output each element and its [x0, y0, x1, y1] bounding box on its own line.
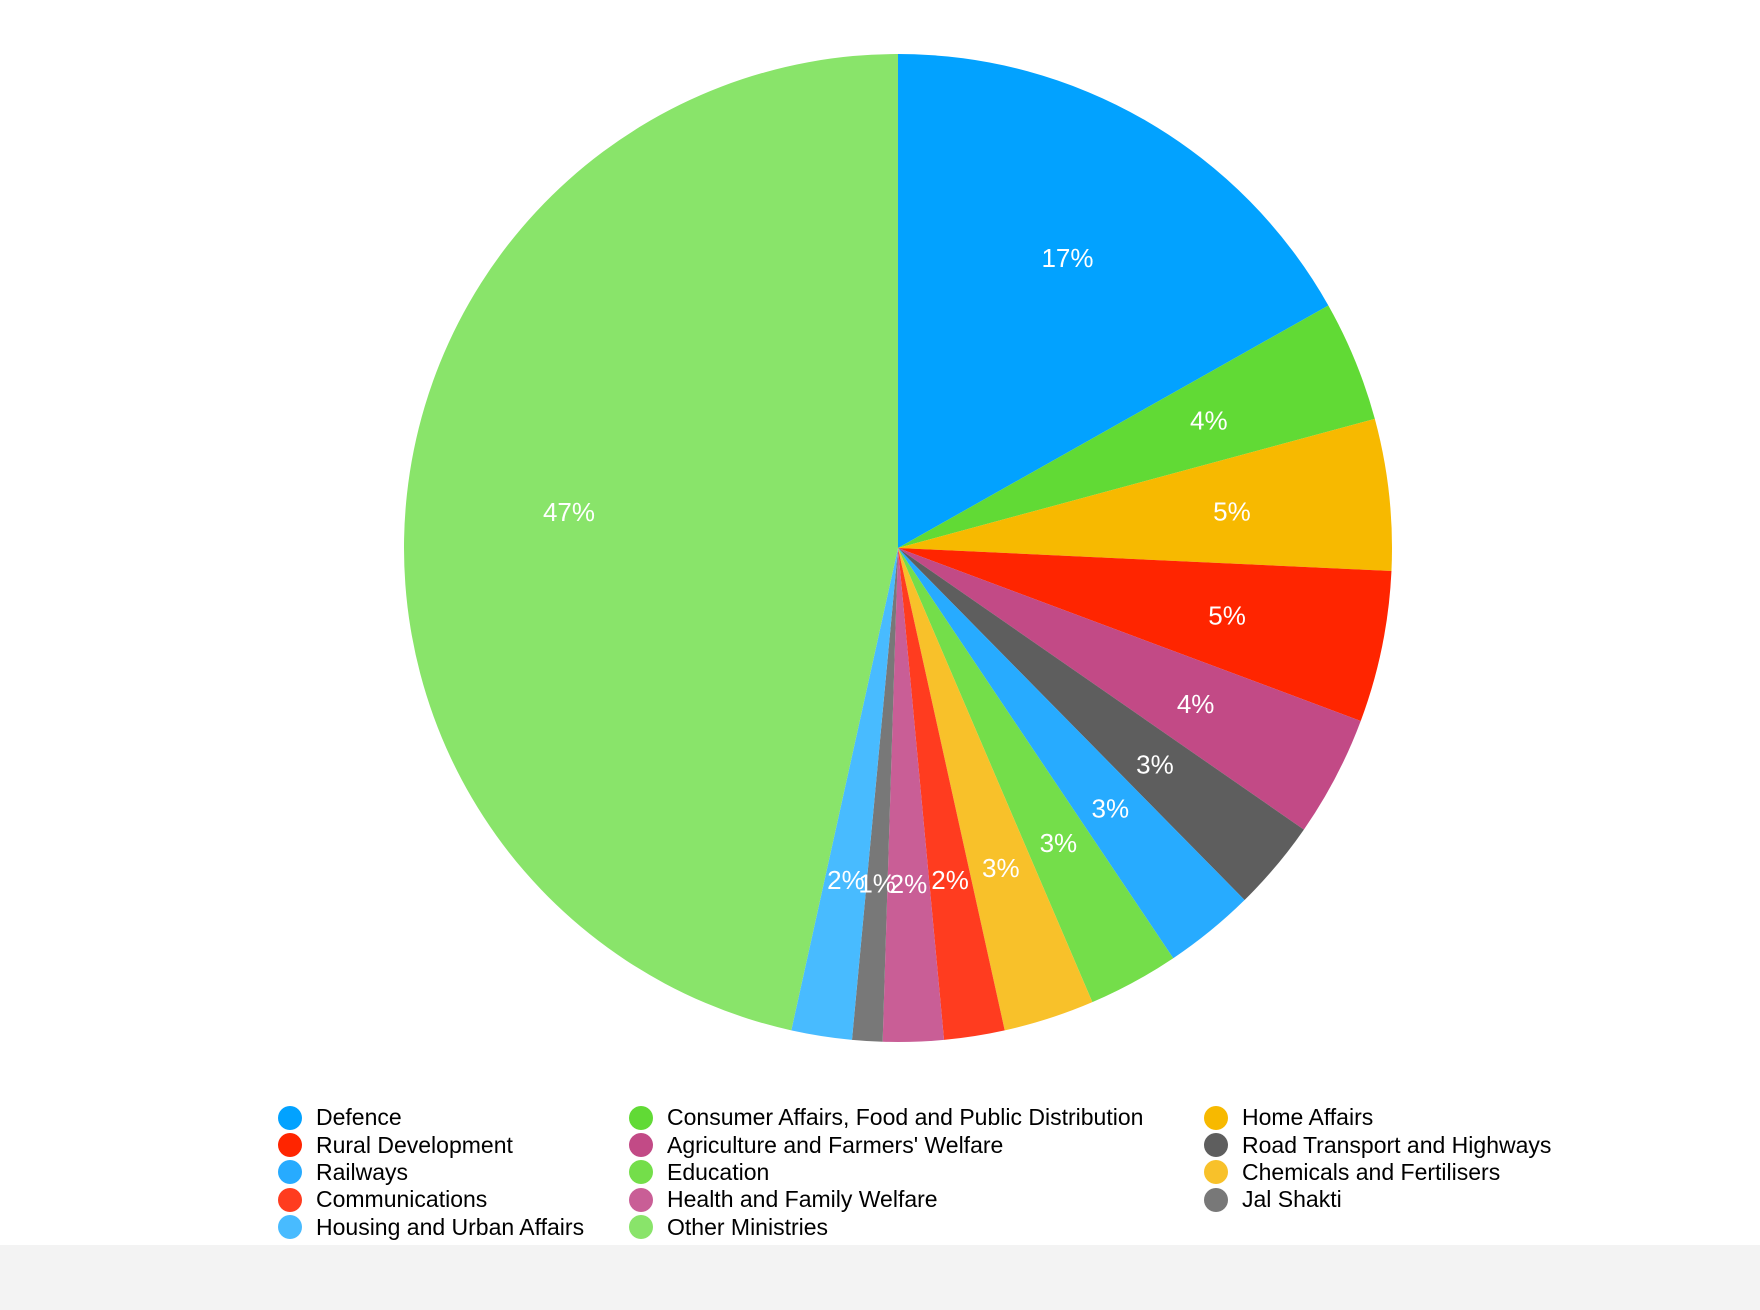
slice-label-jal-shakti: 1% — [858, 868, 896, 898]
legend-swatch-icon — [1204, 1105, 1228, 1130]
legend-swatch-icon — [278, 1160, 302, 1185]
legend-swatch-icon — [629, 1187, 653, 1212]
slice-label-rural-development: 5% — [1208, 600, 1246, 630]
legend-label: Health and Family Welfare — [667, 1186, 938, 1213]
legend-swatch-icon — [278, 1105, 302, 1130]
slice-label-communications: 2% — [931, 865, 969, 895]
slice-label-railways: 3% — [1092, 793, 1130, 823]
slice-label-road-transport-and-highways: 3% — [1136, 749, 1174, 779]
legend-item-communications: Communications — [278, 1186, 629, 1213]
legend-swatch-icon — [629, 1160, 653, 1185]
slices-group — [403, 54, 1392, 1042]
legend-swatch-icon — [278, 1133, 302, 1158]
legend-label: Other Ministries — [667, 1213, 829, 1240]
pie-chart: 17% 4% 5% 5% 4% 3% 3% 3% 3% 2% 2% 1% 2% 47% Defence Co… — [278, 54, 1604, 1241]
slice-label-home-affairs: 5% — [1213, 497, 1251, 527]
pie-slice-home-affairs — [898, 418, 1392, 572]
legend-swatch-icon — [629, 1215, 653, 1240]
legend-item-education: Education — [629, 1159, 1204, 1186]
legend-item-home-affairs: Home Affairs — [1204, 1104, 1604, 1131]
legend-item-road-transport-and-highways: Road Transport and Highways — [1204, 1131, 1604, 1158]
legend-label: Railways — [316, 1158, 409, 1185]
legend-item-chemicals-and-fertilisers: Chemicals and Fertilisers — [1204, 1159, 1604, 1186]
slice-label-consumer-affairs-food-and-public-distribution: 4% — [1190, 406, 1228, 436]
slice-label-health-and-family-welfare: 2% — [890, 869, 928, 899]
legend-swatch-icon — [1204, 1160, 1228, 1185]
legend-swatch-icon — [1204, 1133, 1228, 1158]
legend-label: Housing and Urban Affairs — [316, 1213, 585, 1240]
pie-slice-chemicals-and-fertilisers — [898, 548, 1093, 1031]
legend-label: Communications — [316, 1186, 488, 1213]
legend-item-housing-and-urban-affairs: Housing and Urban Affairs — [278, 1214, 629, 1241]
legend-swatch-icon — [629, 1133, 653, 1158]
legend-label: Rural Development — [316, 1131, 513, 1158]
slice-label-defence: 17% — [1041, 243, 1093, 273]
legend-label: Chemicals and Fertilisers — [1242, 1158, 1501, 1185]
pie-slice-health-and-family-welfare — [882, 548, 945, 1042]
chart-legend: Defence Consumer Affairs, Food and Public… — [278, 1104, 1604, 1241]
legend-label: Jal Shakti — [1242, 1186, 1342, 1213]
pie-slice-defence — [898, 54, 1329, 548]
pie-slice-rural-development — [898, 548, 1392, 721]
legend-item-defence: Defence — [278, 1104, 629, 1131]
legend-label: Defence — [316, 1104, 402, 1131]
legend-label: Home Affairs — [1242, 1104, 1374, 1131]
slice-label-housing-and-urban-affairs: 2% — [827, 865, 865, 895]
legend-item-rural-development: Rural Development — [278, 1131, 629, 1158]
legend-label: Road Transport and Highways — [1242, 1131, 1552, 1158]
pie-slice-consumer-affairs-food-and-public-distribution — [898, 305, 1375, 548]
legend-item-other-ministries: Other Ministries — [629, 1214, 1204, 1241]
legend-item-agriculture-and-farmers-welfare: Agriculture and Farmers' Welfare — [629, 1131, 1204, 1158]
pie-slice-communications — [898, 548, 1005, 1040]
pie-slice-road-transport-and-highways — [898, 548, 1304, 901]
bottom-bar — [0, 1245, 1760, 1310]
legend-swatch-icon — [278, 1187, 302, 1212]
legend-swatch-icon — [1204, 1187, 1228, 1212]
legend-label: Consumer Affairs, Food and Public Distri… — [667, 1104, 1144, 1131]
pie-slice-education — [898, 548, 1174, 1003]
legend-item-consumer-affairs-food-and-public-distribution: Consumer Affairs, Food and Public Distri… — [629, 1104, 1204, 1131]
legend-swatch-icon — [629, 1105, 653, 1130]
slice-label-agriculture-and-farmers-welfare: 4% — [1177, 689, 1215, 719]
legend-label: Education — [667, 1158, 770, 1185]
pie-slice-agriculture-and-farmers-welfare — [898, 548, 1361, 830]
legend-item-railways: Railways — [278, 1159, 629, 1186]
slice-label-education: 3% — [1040, 828, 1078, 858]
pie-slice-housing-and-urban-affairs — [791, 548, 898, 1040]
legend-item-health-and-family-welfare: Health and Family Welfare — [629, 1186, 1204, 1213]
pie-slice-jal-shakti — [851, 548, 898, 1042]
pie-chart-svg: 17%4%5%5%4%3%3%3%3%2%2%1%2%47% — [403, 54, 1392, 1042]
pie-slice-railways — [898, 548, 1245, 959]
pie-slice-other-ministries — [403, 54, 898, 1031]
slice-label-chemicals-and-fertilisers: 3% — [982, 853, 1020, 883]
slice-labels-group: 17%4%5%5%4%3%3%3%3%2%2%1%2%47% — [543, 243, 1251, 899]
legend-label: Agriculture and Farmers' Welfare — [667, 1131, 1004, 1158]
legend-item-jal-shakti: Jal Shakti — [1204, 1186, 1604, 1213]
legend-swatch-icon — [278, 1215, 302, 1240]
slice-label-other-ministries: 47% — [543, 497, 595, 527]
